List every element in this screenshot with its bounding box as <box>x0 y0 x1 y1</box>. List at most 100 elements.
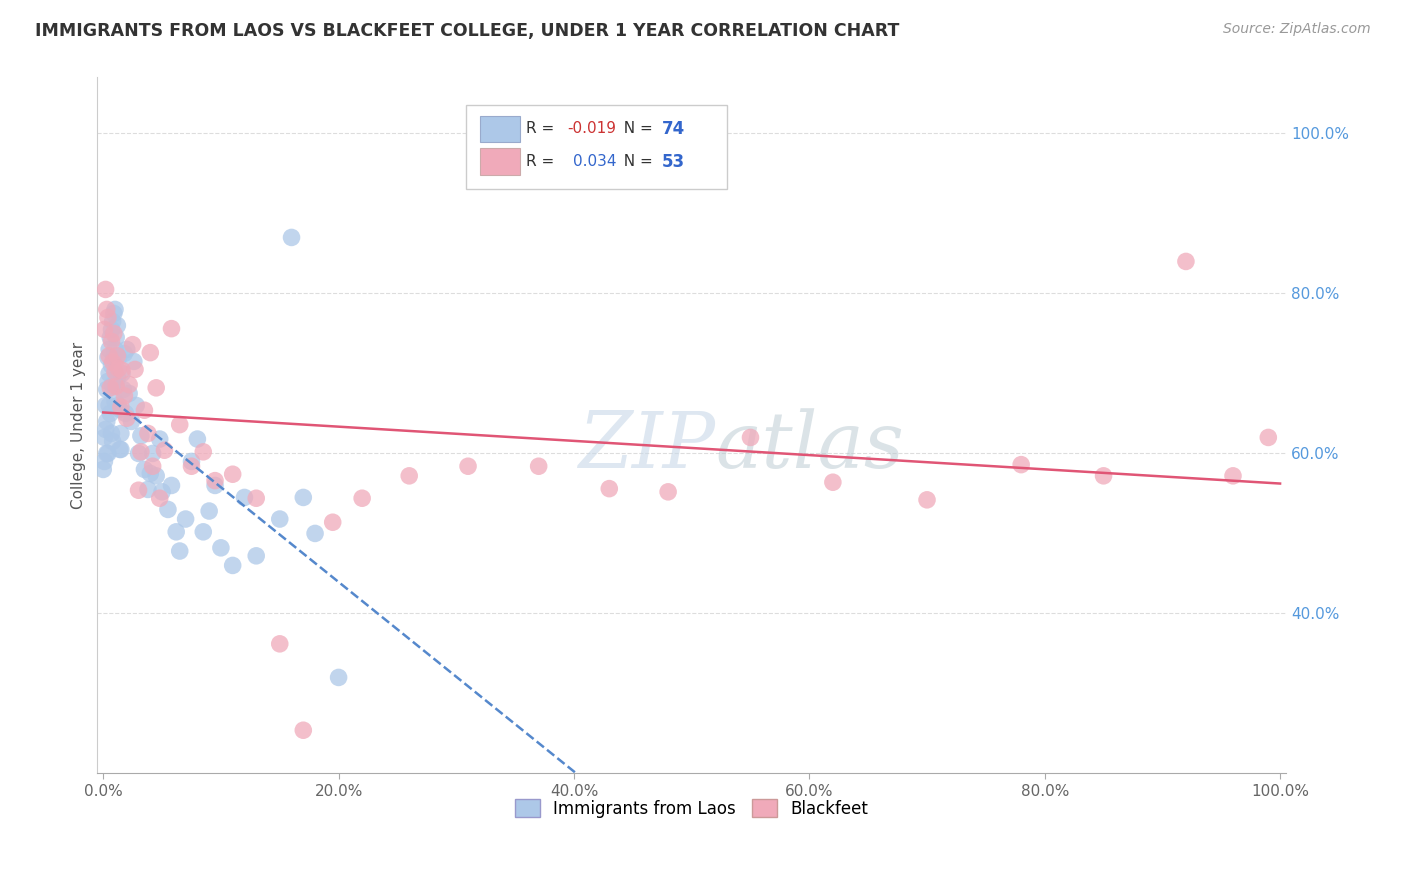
Point <box>598 482 620 496</box>
Text: atlas: atlas <box>716 409 904 484</box>
Point <box>101 378 124 392</box>
Point <box>245 491 267 506</box>
Point <box>245 549 267 563</box>
Point <box>100 426 122 441</box>
Point <box>104 302 127 317</box>
Text: R =: R = <box>526 154 564 169</box>
Point <box>180 459 202 474</box>
Text: N =: N = <box>614 121 658 136</box>
Point <box>398 468 420 483</box>
Point <box>142 446 165 460</box>
Point <box>114 406 136 420</box>
Point <box>108 402 131 417</box>
Point <box>160 321 183 335</box>
Point <box>304 526 326 541</box>
Point <box>101 434 124 449</box>
Point <box>139 467 162 481</box>
Text: IMMIGRANTS FROM LAOS VS BLACKFEET COLLEGE, UNDER 1 YEAR CORRELATION CHART: IMMIGRANTS FROM LAOS VS BLACKFEET COLLEG… <box>35 22 900 40</box>
Point <box>100 359 122 373</box>
Point <box>221 558 243 573</box>
Point <box>233 491 256 505</box>
Point <box>193 524 215 539</box>
Point <box>169 417 191 432</box>
Point <box>94 399 117 413</box>
Point <box>128 446 150 460</box>
Point <box>98 381 121 395</box>
Point <box>204 474 226 488</box>
Point <box>129 445 152 459</box>
Point <box>91 462 114 476</box>
Point <box>174 512 197 526</box>
Point <box>110 400 132 414</box>
FancyBboxPatch shape <box>465 105 727 189</box>
Text: 0.034: 0.034 <box>572 154 616 169</box>
Point <box>160 478 183 492</box>
Point <box>107 351 129 365</box>
Point <box>97 351 120 365</box>
Point <box>104 343 127 357</box>
Point <box>98 349 121 363</box>
Point <box>134 462 156 476</box>
Point <box>269 512 291 526</box>
Text: N =: N = <box>614 154 658 169</box>
Point <box>112 346 135 360</box>
Point <box>93 430 115 444</box>
Text: ZIP: ZIP <box>578 409 716 484</box>
Point <box>111 367 134 381</box>
Point <box>193 445 215 459</box>
Point <box>821 475 844 490</box>
Point <box>107 399 129 413</box>
Point <box>96 383 118 397</box>
Text: -0.019: -0.019 <box>567 121 616 136</box>
Point <box>115 343 138 357</box>
Point <box>322 515 344 529</box>
Point <box>105 330 128 344</box>
Point <box>112 383 135 397</box>
Point <box>96 302 118 317</box>
Text: 74: 74 <box>662 120 685 138</box>
Point <box>1092 468 1115 483</box>
Point <box>136 426 159 441</box>
Point <box>915 492 938 507</box>
Text: 53: 53 <box>662 153 685 170</box>
Point <box>98 406 121 420</box>
Point <box>1257 430 1279 444</box>
Point <box>136 483 159 497</box>
Point <box>153 443 176 458</box>
Point <box>221 467 243 482</box>
Point <box>122 354 145 368</box>
Point <box>97 446 120 460</box>
Point <box>1010 458 1032 472</box>
Point <box>101 355 124 369</box>
Point <box>740 430 762 444</box>
Point <box>149 491 172 506</box>
Point <box>100 334 122 349</box>
Point <box>97 375 120 389</box>
Point <box>97 310 120 325</box>
Point <box>124 362 146 376</box>
Point <box>139 345 162 359</box>
Point <box>121 414 143 428</box>
Point <box>110 426 132 441</box>
Point <box>280 230 302 244</box>
Point <box>103 351 125 365</box>
Point <box>112 389 135 403</box>
Point <box>94 422 117 436</box>
Point <box>198 504 221 518</box>
Point <box>107 361 129 376</box>
Point <box>150 484 173 499</box>
Point <box>118 386 141 401</box>
Point <box>142 459 165 474</box>
Point <box>328 670 350 684</box>
Legend: Immigrants from Laos, Blackfeet: Immigrants from Laos, Blackfeet <box>508 793 876 824</box>
Point <box>110 442 132 457</box>
Point <box>186 432 208 446</box>
Point <box>115 411 138 425</box>
Point <box>105 370 128 384</box>
FancyBboxPatch shape <box>479 148 520 175</box>
Point <box>104 394 127 409</box>
Point <box>128 483 150 498</box>
Point <box>125 399 148 413</box>
Point <box>105 349 128 363</box>
Point <box>100 322 122 336</box>
